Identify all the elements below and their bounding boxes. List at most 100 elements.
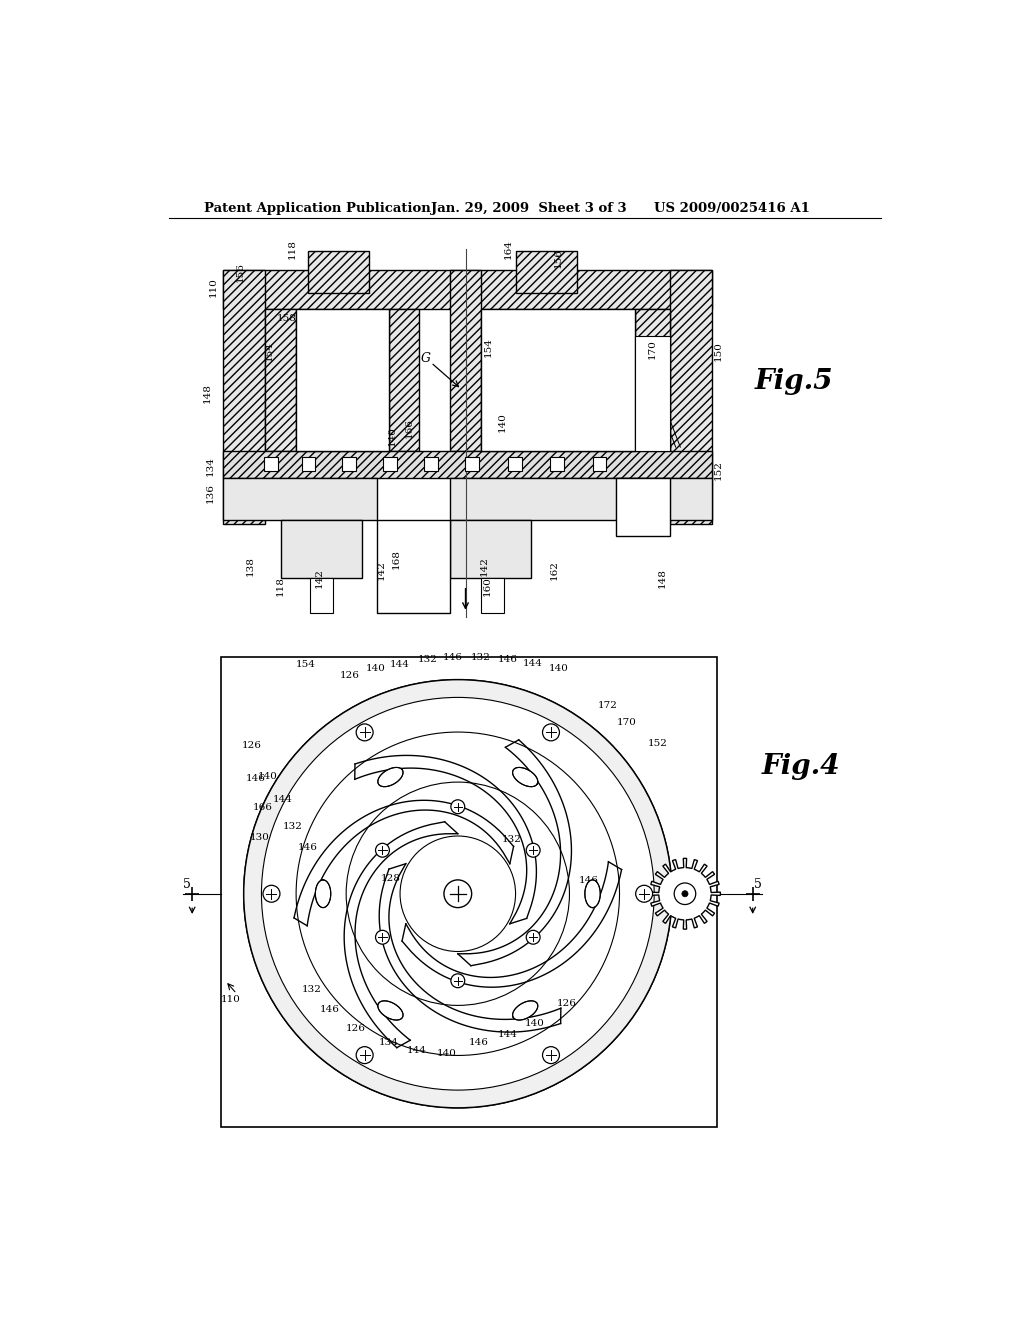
- Bar: [377, 520, 451, 612]
- Text: 144: 144: [390, 660, 410, 669]
- Text: 164: 164: [504, 239, 512, 259]
- Text: Patent Application Publication: Patent Application Publication: [204, 202, 430, 215]
- Circle shape: [543, 723, 559, 741]
- Text: 160: 160: [482, 576, 492, 595]
- Bar: [424, 457, 438, 471]
- Text: 126: 126: [242, 741, 261, 750]
- Circle shape: [451, 974, 465, 987]
- Circle shape: [376, 931, 389, 944]
- Text: 144: 144: [522, 659, 543, 668]
- Text: 166: 166: [253, 803, 273, 812]
- Text: 132: 132: [283, 822, 302, 832]
- Circle shape: [526, 843, 540, 857]
- Text: 158: 158: [276, 314, 297, 323]
- Text: 144: 144: [498, 1030, 518, 1039]
- Text: 140: 140: [436, 1049, 457, 1059]
- Bar: [310, 578, 333, 612]
- Circle shape: [244, 680, 672, 1107]
- Text: 146: 146: [469, 1038, 488, 1047]
- Text: 118: 118: [276, 576, 286, 595]
- Text: 126: 126: [557, 999, 578, 1008]
- Text: 154: 154: [484, 337, 494, 356]
- Text: 140: 140: [388, 425, 397, 446]
- Bar: [593, 457, 606, 471]
- Text: US 2009/0025416 A1: US 2009/0025416 A1: [654, 202, 810, 215]
- Text: 146: 146: [442, 653, 463, 661]
- Polygon shape: [513, 767, 538, 787]
- Polygon shape: [585, 880, 600, 908]
- Text: 168: 168: [392, 549, 400, 569]
- Text: 156: 156: [553, 248, 562, 268]
- Bar: [451, 478, 712, 520]
- Bar: [451, 520, 531, 578]
- Text: 154: 154: [264, 341, 273, 360]
- Text: 166: 166: [404, 418, 414, 438]
- Text: 150: 150: [714, 341, 723, 360]
- Polygon shape: [315, 880, 331, 908]
- Text: 5: 5: [754, 878, 762, 891]
- Bar: [515, 251, 578, 293]
- Circle shape: [674, 883, 695, 904]
- Bar: [223, 271, 265, 524]
- Circle shape: [526, 931, 540, 944]
- Bar: [481, 578, 504, 612]
- Text: 172: 172: [598, 701, 617, 710]
- Polygon shape: [378, 1001, 403, 1020]
- Bar: [223, 451, 712, 478]
- Text: Jan. 29, 2009  Sheet 3 of 3: Jan. 29, 2009 Sheet 3 of 3: [431, 202, 627, 215]
- Text: 144: 144: [408, 1045, 427, 1055]
- Bar: [223, 271, 712, 309]
- Text: G: G: [421, 352, 430, 366]
- Text: 132: 132: [471, 653, 490, 661]
- Bar: [481, 309, 635, 451]
- Bar: [635, 309, 670, 451]
- Text: Fig.4: Fig.4: [762, 754, 841, 780]
- Bar: [281, 520, 361, 578]
- Text: 146: 146: [498, 655, 518, 664]
- Bar: [265, 309, 296, 451]
- Text: 152: 152: [714, 461, 723, 480]
- Bar: [615, 478, 670, 520]
- Bar: [301, 457, 315, 471]
- Circle shape: [682, 891, 688, 896]
- Circle shape: [444, 880, 472, 908]
- Text: 110: 110: [221, 995, 241, 1003]
- Bar: [264, 457, 278, 471]
- Circle shape: [346, 781, 569, 1006]
- Text: 132: 132: [302, 986, 322, 994]
- Circle shape: [451, 800, 465, 813]
- Bar: [296, 309, 388, 451]
- Bar: [635, 335, 670, 451]
- Text: 138: 138: [246, 557, 254, 577]
- Text: 170: 170: [648, 339, 657, 359]
- Bar: [550, 457, 564, 471]
- Circle shape: [356, 723, 373, 741]
- Text: 162: 162: [550, 561, 558, 581]
- Text: 140: 140: [258, 772, 278, 781]
- Bar: [508, 457, 521, 471]
- Text: 142: 142: [314, 568, 324, 587]
- Circle shape: [356, 1047, 373, 1064]
- Text: 132: 132: [418, 655, 437, 664]
- Text: 134: 134: [379, 1038, 398, 1047]
- Polygon shape: [513, 1001, 538, 1020]
- Bar: [465, 457, 478, 471]
- Circle shape: [543, 1047, 559, 1064]
- Text: 126: 126: [340, 672, 360, 680]
- Text: 146: 146: [319, 1005, 339, 1014]
- Circle shape: [261, 697, 654, 1090]
- Bar: [615, 478, 670, 536]
- Text: 140: 140: [549, 664, 568, 673]
- Text: 5: 5: [183, 878, 190, 891]
- Text: 146: 146: [298, 843, 317, 851]
- Circle shape: [400, 836, 515, 952]
- Text: Fig.5: Fig.5: [755, 368, 833, 395]
- Text: 148: 148: [657, 568, 667, 587]
- Text: 132: 132: [502, 836, 521, 845]
- Circle shape: [244, 680, 672, 1107]
- Text: 136: 136: [206, 483, 214, 503]
- Text: 140: 140: [366, 664, 385, 673]
- Text: 130: 130: [250, 833, 270, 842]
- Bar: [388, 309, 419, 451]
- Text: 146: 146: [246, 774, 266, 783]
